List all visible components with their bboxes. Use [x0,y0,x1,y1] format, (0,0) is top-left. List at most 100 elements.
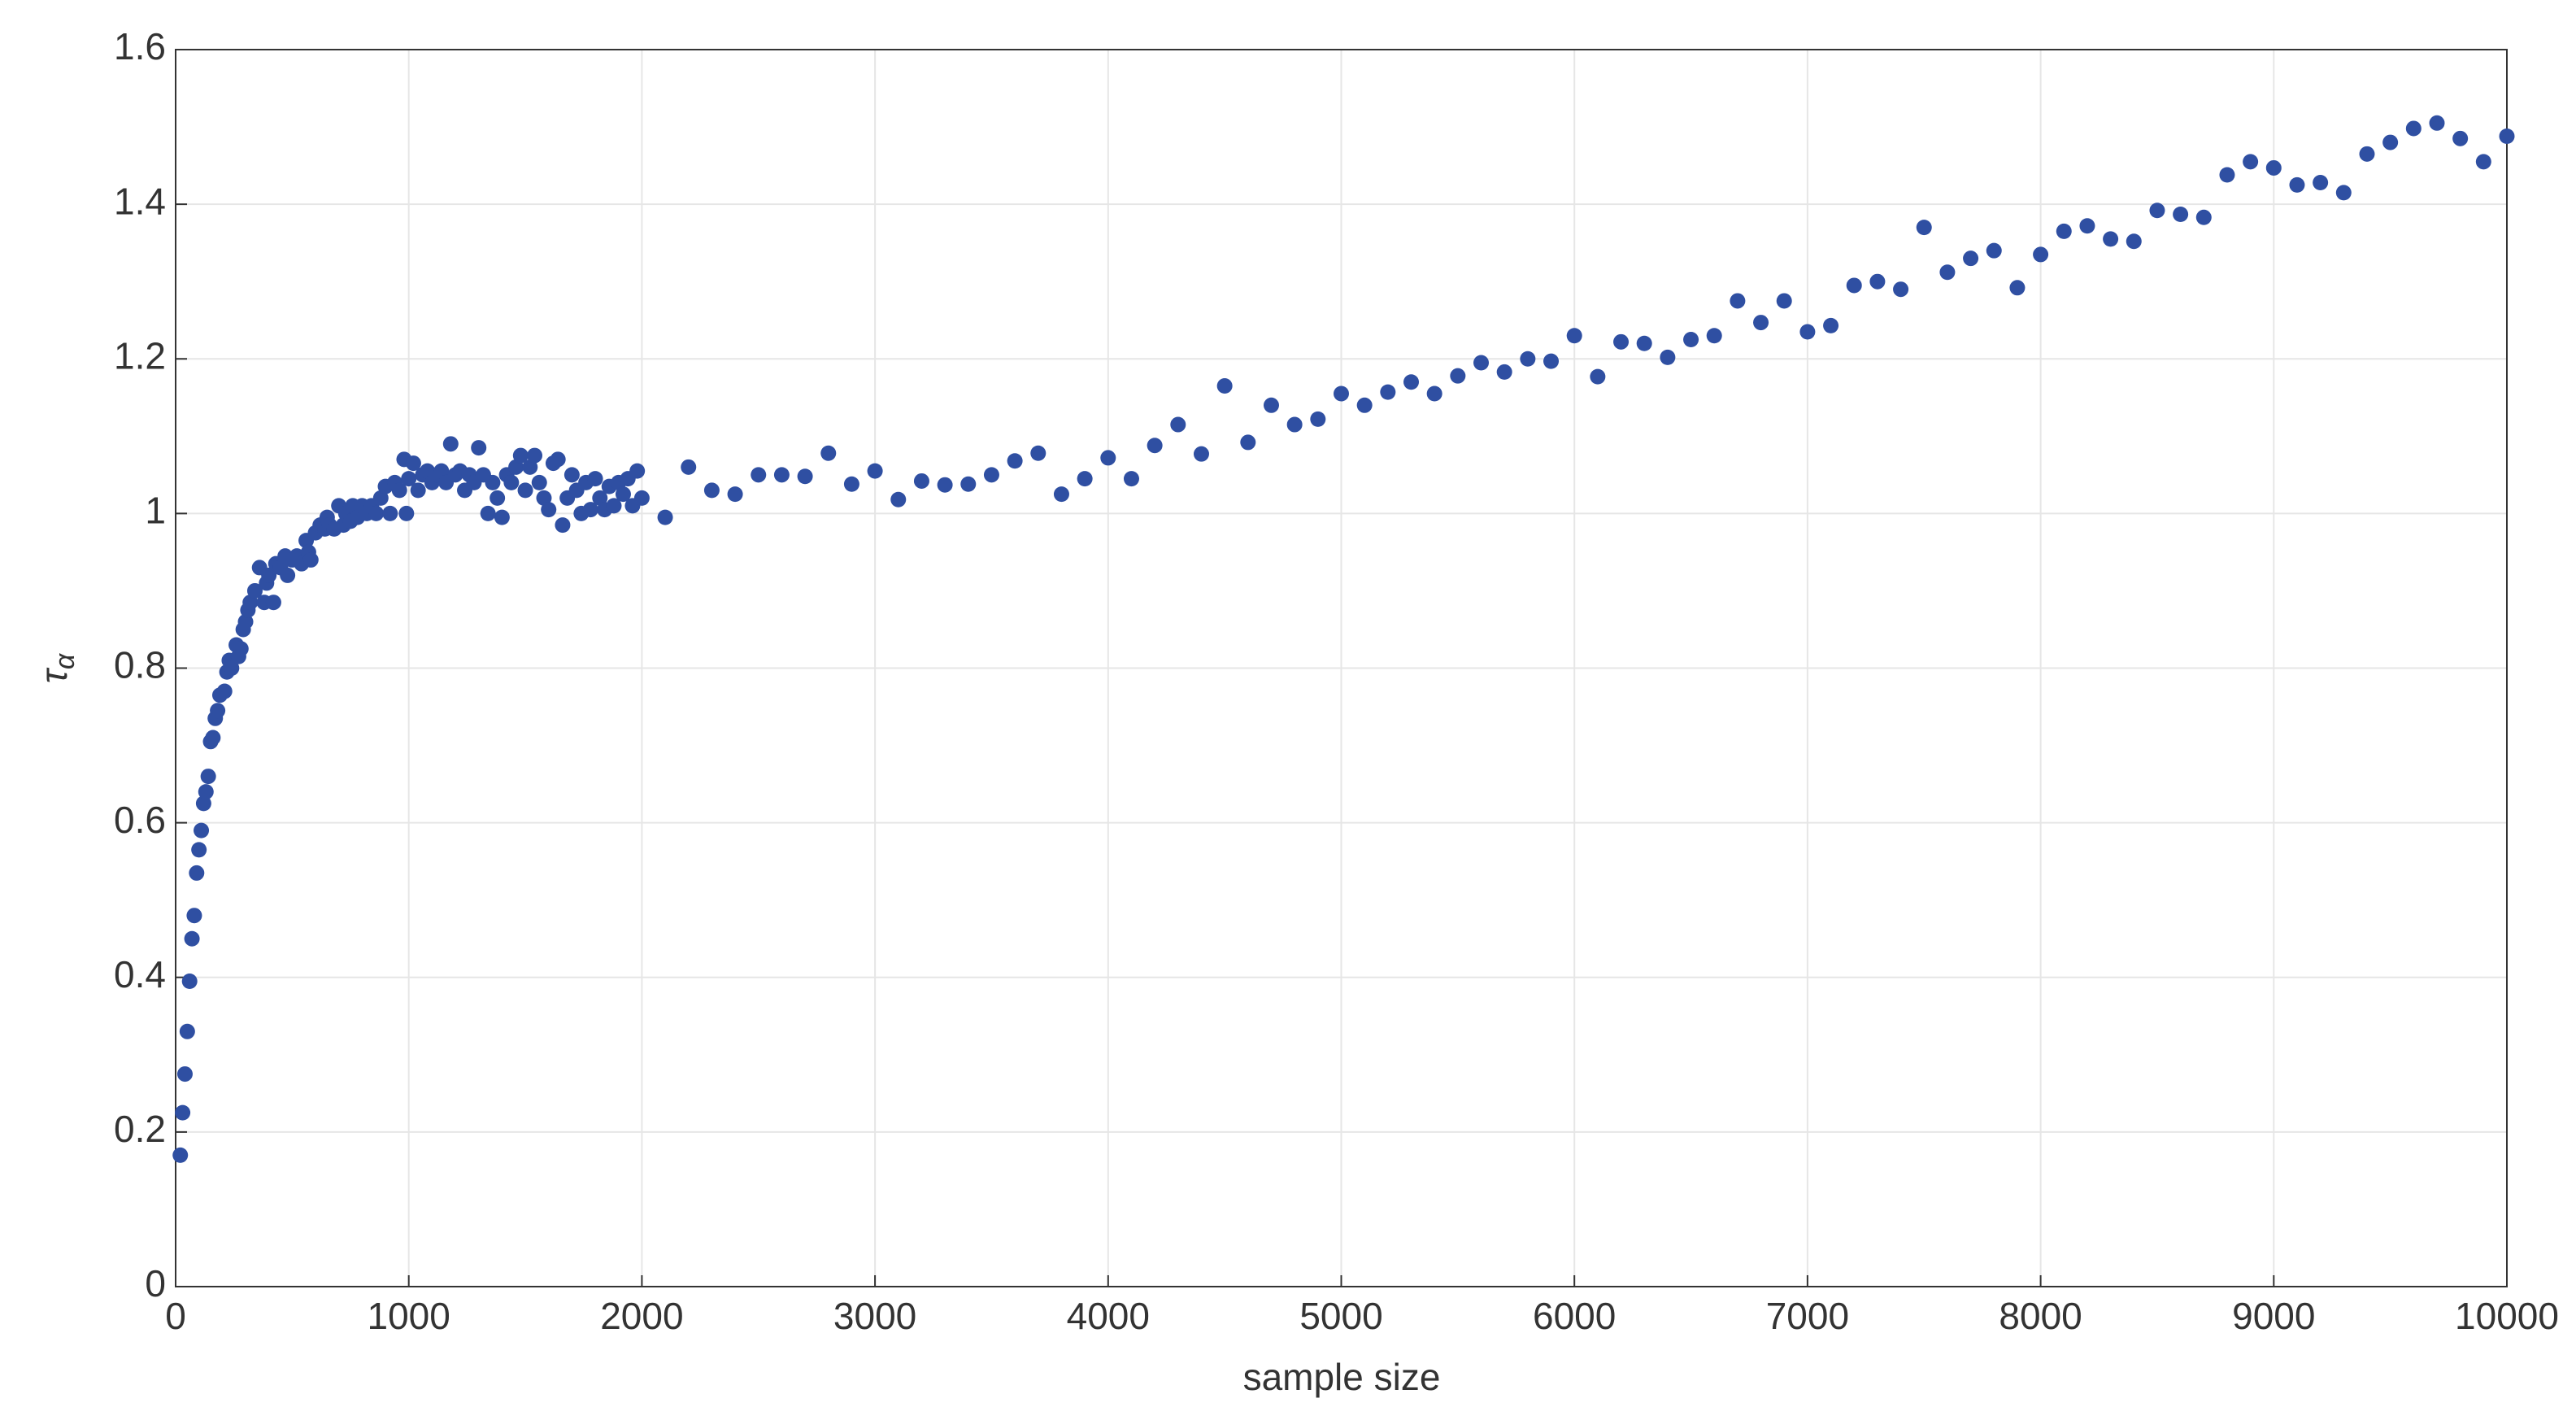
point [751,467,767,483]
point [1473,355,1490,371]
point [592,490,608,506]
point [536,490,552,506]
point [2289,176,2305,193]
point [191,842,207,858]
point [1613,333,1630,350]
point [541,502,557,518]
point [1590,368,1606,385]
point [1123,471,1139,487]
x-tick-label: 10000 [2455,1295,2559,1337]
x-tick-label: 3000 [833,1295,916,1337]
point [480,505,496,521]
point [1193,446,1209,462]
point [2382,134,2399,150]
y-tick-label: 0.2 [114,1108,166,1150]
point [1147,438,1163,454]
y-tick-label: 0.4 [114,953,166,995]
y-axis-label: τα [33,652,80,683]
point [1450,368,1466,384]
point [2126,233,2142,250]
point [280,567,296,583]
point [890,491,907,507]
point [555,517,571,534]
point [2009,280,2026,296]
point [261,567,277,583]
point [913,473,929,489]
point [1939,264,1956,281]
point [1869,273,1886,290]
point [2475,154,2491,170]
point [2452,130,2469,146]
point [405,455,421,472]
point [1496,364,1512,380]
point [2335,185,2352,201]
point [1543,353,1560,369]
point [442,436,459,452]
x-axis-label: sample size [1243,1356,1441,1398]
point [189,865,205,881]
point [1286,416,1303,433]
point [1799,324,1816,340]
point [843,476,859,492]
plot-frame [175,49,2508,1287]
y-tick-label: 0.6 [114,799,166,841]
point [195,795,211,812]
point [186,908,202,924]
point [587,471,603,487]
point [2195,209,2212,225]
y-label-symbol: τ [33,667,75,683]
y-tick-label: 1.2 [114,334,166,377]
point [1007,453,1023,469]
x-tick-label: 2000 [600,1295,683,1337]
point [960,476,977,492]
point [1030,445,1046,461]
point [1893,281,1909,298]
point [1356,397,1373,413]
point [1846,277,1862,294]
point [233,641,249,657]
point [433,463,450,479]
point [1334,385,1349,402]
point [1520,351,1536,367]
point [564,467,580,483]
point [1916,220,1932,236]
point [179,1023,195,1039]
y-tick-label: 0.8 [114,644,166,686]
point [1753,315,1769,331]
x-tick-label: 1000 [368,1295,450,1337]
point [727,486,743,503]
point [2405,120,2422,137]
point [1776,293,1792,309]
point [1053,486,1069,503]
point [2149,203,2165,219]
point [1310,411,1326,427]
x-tick-label: 0 [165,1295,186,1337]
point [494,509,510,525]
point [490,490,506,506]
point [172,1147,189,1163]
point [582,502,598,518]
y-label-subscript: α [50,652,80,669]
x-tick-label: 4000 [1067,1295,1150,1337]
point [867,463,883,479]
point [1986,242,2002,259]
point [550,451,566,468]
point [1077,471,1093,487]
point [2173,206,2189,222]
x-tick-label: 8000 [1999,1295,2082,1337]
point [2359,146,2375,162]
point [485,474,501,490]
point [681,459,697,475]
point [2103,231,2119,247]
point [216,683,233,699]
point [391,482,407,499]
point [1240,434,1256,451]
point [372,490,389,506]
point [410,482,426,499]
point [1636,335,1652,351]
point [200,769,216,785]
x-tick-label: 7000 [1766,1295,1849,1337]
point [210,703,226,719]
point [194,822,210,838]
